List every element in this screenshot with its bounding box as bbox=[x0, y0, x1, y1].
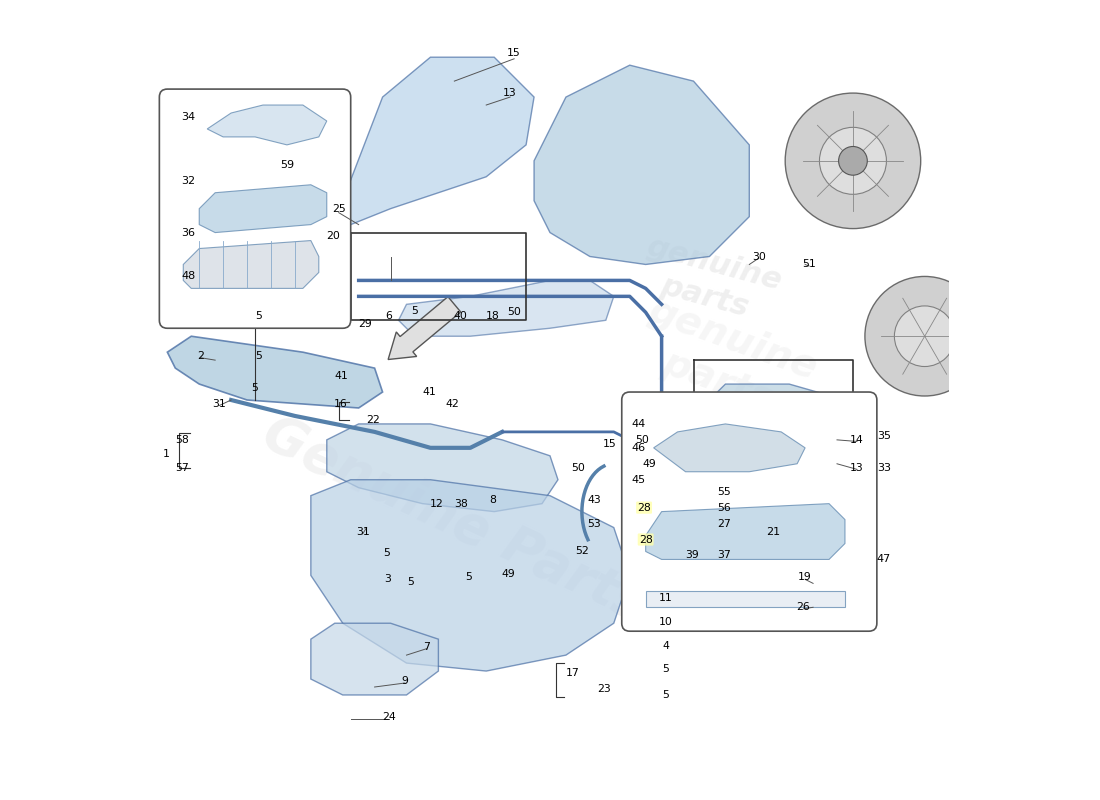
Text: 41: 41 bbox=[422, 387, 436, 397]
Polygon shape bbox=[327, 424, 558, 512]
Text: 36: 36 bbox=[182, 227, 195, 238]
Text: 25: 25 bbox=[332, 204, 345, 214]
Text: 47: 47 bbox=[877, 554, 891, 565]
Text: genuine
parts: genuine parts bbox=[635, 232, 784, 329]
Text: 39: 39 bbox=[685, 550, 698, 561]
Text: 59: 59 bbox=[279, 160, 294, 170]
Text: 51: 51 bbox=[802, 259, 816, 270]
Text: 8: 8 bbox=[490, 494, 496, 505]
Text: 13: 13 bbox=[504, 88, 517, 98]
Polygon shape bbox=[199, 185, 327, 233]
Text: 55: 55 bbox=[717, 486, 730, 497]
Text: 43: 43 bbox=[587, 494, 601, 505]
Polygon shape bbox=[207, 105, 327, 145]
Text: 23: 23 bbox=[597, 683, 612, 694]
Text: 53: 53 bbox=[587, 518, 601, 529]
Text: 45: 45 bbox=[631, 474, 646, 485]
Text: 29: 29 bbox=[359, 319, 372, 330]
Polygon shape bbox=[653, 424, 805, 472]
Circle shape bbox=[865, 277, 984, 396]
Text: 41: 41 bbox=[334, 371, 348, 381]
Text: 14: 14 bbox=[850, 435, 864, 445]
Text: 31: 31 bbox=[212, 399, 226, 409]
Text: 50: 50 bbox=[507, 307, 521, 318]
Text: 24: 24 bbox=[382, 712, 396, 722]
Text: 52: 52 bbox=[575, 546, 589, 557]
Text: 57: 57 bbox=[175, 462, 188, 473]
Text: 44: 44 bbox=[631, 419, 646, 429]
Text: 18: 18 bbox=[486, 311, 499, 322]
Text: 12: 12 bbox=[430, 498, 443, 509]
Polygon shape bbox=[685, 384, 852, 480]
Text: 1: 1 bbox=[163, 450, 169, 459]
Text: 5: 5 bbox=[465, 572, 472, 582]
Polygon shape bbox=[311, 57, 535, 225]
Polygon shape bbox=[311, 480, 629, 671]
Text: 2: 2 bbox=[197, 351, 205, 361]
FancyArrow shape bbox=[388, 297, 461, 359]
Text: 27: 27 bbox=[717, 518, 730, 529]
Text: 28: 28 bbox=[637, 502, 651, 513]
Polygon shape bbox=[646, 591, 845, 607]
Text: 5: 5 bbox=[255, 351, 263, 361]
Text: 49: 49 bbox=[502, 569, 516, 578]
Text: 5: 5 bbox=[252, 383, 258, 393]
Text: 7: 7 bbox=[424, 642, 430, 652]
Polygon shape bbox=[167, 336, 383, 408]
FancyBboxPatch shape bbox=[621, 392, 877, 631]
Polygon shape bbox=[535, 65, 749, 265]
Text: 38: 38 bbox=[454, 498, 467, 509]
Circle shape bbox=[820, 127, 887, 194]
Text: 28: 28 bbox=[639, 534, 652, 545]
Text: 15: 15 bbox=[507, 48, 521, 58]
Text: 5: 5 bbox=[662, 665, 669, 674]
Text: 31: 31 bbox=[355, 526, 370, 537]
Text: 3: 3 bbox=[384, 574, 390, 584]
Text: 33: 33 bbox=[877, 462, 891, 473]
Text: 34: 34 bbox=[182, 112, 195, 122]
Text: 5: 5 bbox=[383, 548, 390, 558]
Text: 17: 17 bbox=[565, 668, 580, 678]
Text: 50: 50 bbox=[571, 462, 585, 473]
Text: 26: 26 bbox=[796, 602, 811, 612]
Circle shape bbox=[838, 146, 867, 175]
Text: 50: 50 bbox=[635, 435, 649, 445]
Text: 37: 37 bbox=[717, 550, 730, 561]
FancyBboxPatch shape bbox=[160, 89, 351, 328]
Text: 35: 35 bbox=[877, 431, 891, 441]
Text: 5: 5 bbox=[662, 690, 669, 700]
Polygon shape bbox=[184, 241, 319, 288]
Text: 6: 6 bbox=[385, 311, 393, 322]
Circle shape bbox=[785, 93, 921, 229]
Polygon shape bbox=[311, 623, 439, 695]
Text: 40: 40 bbox=[454, 311, 467, 322]
Text: 58: 58 bbox=[175, 435, 188, 445]
Text: 4: 4 bbox=[662, 641, 669, 650]
Text: 49: 49 bbox=[642, 458, 657, 469]
Text: 11: 11 bbox=[659, 593, 672, 602]
Polygon shape bbox=[646, 504, 845, 559]
Text: 19: 19 bbox=[799, 572, 812, 582]
Text: 5: 5 bbox=[407, 577, 414, 586]
Text: 5: 5 bbox=[255, 311, 263, 322]
Polygon shape bbox=[398, 281, 614, 336]
Text: 42: 42 bbox=[446, 399, 460, 409]
Text: 22: 22 bbox=[366, 415, 379, 425]
Text: 56: 56 bbox=[717, 502, 730, 513]
Text: 21: 21 bbox=[767, 526, 780, 537]
Text: 30: 30 bbox=[752, 251, 766, 262]
Text: 48: 48 bbox=[182, 271, 195, 282]
Text: 46: 46 bbox=[631, 443, 646, 453]
Text: 9: 9 bbox=[402, 676, 408, 686]
Text: Genuine Parts: Genuine Parts bbox=[254, 408, 654, 631]
Text: 13: 13 bbox=[850, 462, 864, 473]
Text: 10: 10 bbox=[659, 617, 672, 626]
Circle shape bbox=[894, 306, 955, 366]
Text: 20: 20 bbox=[327, 230, 340, 241]
Text: 15: 15 bbox=[603, 439, 617, 449]
Text: genuine
parts: genuine parts bbox=[628, 291, 823, 429]
Text: 5: 5 bbox=[411, 306, 418, 316]
Text: 32: 32 bbox=[182, 176, 195, 186]
Text: 16: 16 bbox=[334, 399, 348, 409]
